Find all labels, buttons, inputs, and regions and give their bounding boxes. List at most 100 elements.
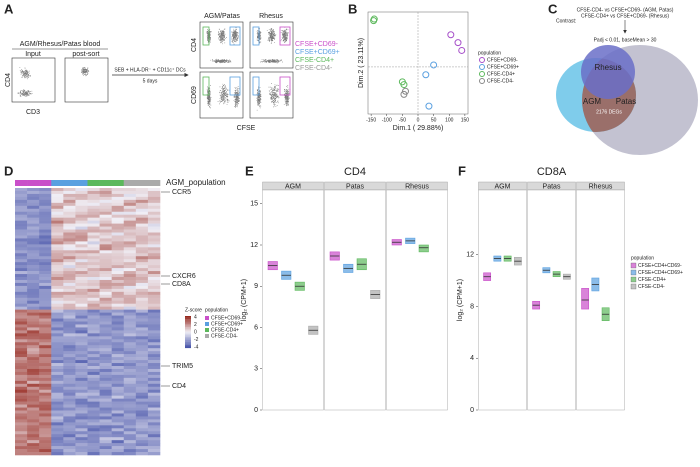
heat-cell	[39, 259, 52, 263]
heat-cell	[147, 196, 161, 201]
heat-cell	[123, 407, 137, 411]
heat-cell	[27, 339, 40, 343]
heat-cell	[15, 238, 28, 242]
heat-cell	[39, 220, 52, 224]
heat-cell	[111, 271, 125, 275]
label: Input	[25, 51, 41, 58]
heat-cell	[135, 407, 149, 411]
heat-cell	[15, 271, 28, 275]
axis-label: CD4	[5, 73, 12, 87]
heat-cell	[111, 389, 125, 393]
heat-cell	[39, 193, 52, 198]
heat-cell	[111, 324, 125, 328]
heat-cell	[123, 274, 137, 278]
heat-cell	[147, 449, 161, 453]
heat-cell	[75, 330, 88, 334]
heat-cell	[63, 208, 76, 213]
heat-cell	[87, 277, 100, 281]
heat-cell	[111, 449, 125, 453]
heat-cell	[147, 291, 161, 296]
colorbar	[185, 316, 191, 318]
heat-cell	[75, 211, 88, 215]
heat-cell	[51, 288, 64, 293]
heat-cell	[75, 282, 88, 287]
heat-cell	[39, 377, 52, 382]
heat-cell	[135, 431, 149, 435]
heat-cell	[39, 422, 52, 426]
heat-cell	[39, 291, 52, 296]
heat-cell	[39, 300, 52, 304]
heat-cell	[27, 226, 40, 230]
heat-cell	[87, 434, 100, 438]
heat-cell	[99, 241, 112, 245]
facet-label: AGM	[495, 183, 511, 190]
heat-cell	[63, 226, 76, 230]
heat-cell	[87, 342, 100, 346]
heat-cell	[27, 404, 40, 408]
heat-cell	[147, 392, 161, 396]
heat-cell	[147, 214, 161, 218]
heat-cell	[99, 339, 112, 343]
heat-cell	[123, 413, 137, 417]
heat-cell	[123, 345, 137, 349]
heat-cell	[63, 410, 76, 414]
heat-cell	[15, 425, 28, 429]
heat-cell	[63, 413, 76, 417]
legend-label: CFSE-CD4-	[211, 333, 238, 339]
heat-cell	[99, 446, 112, 450]
heat-cell	[75, 193, 88, 198]
heat-cell	[75, 303, 88, 307]
heat-cell	[39, 205, 52, 210]
heat-cell	[123, 386, 137, 391]
panel-letter: E	[245, 163, 254, 178]
heat-cell	[99, 208, 112, 213]
heat-cell	[27, 425, 40, 429]
legend-title: Z-score	[185, 307, 202, 313]
heat-cell	[75, 366, 88, 370]
colorbar-label: -4	[194, 344, 199, 350]
heat-cell	[75, 217, 88, 221]
heat-cell	[135, 449, 149, 453]
heat-cell	[135, 368, 149, 373]
heat-cell	[135, 229, 149, 233]
heat-cell	[27, 297, 40, 302]
heat-cell	[147, 256, 161, 260]
heat-cell	[27, 190, 40, 195]
heat-cell	[87, 196, 100, 201]
heat-cell	[51, 208, 64, 213]
heat-cell	[99, 294, 112, 299]
heat-cell	[123, 300, 137, 304]
heat-cell	[111, 318, 125, 322]
heat-cell	[111, 443, 125, 447]
heat-cell	[135, 434, 149, 438]
heat-cell	[39, 288, 52, 293]
heat-cell	[111, 223, 125, 227]
heat-cell	[99, 288, 112, 293]
heat-cell	[15, 196, 28, 201]
heat-cell	[39, 244, 52, 248]
heat-cell	[135, 279, 149, 284]
heat-cell	[87, 404, 100, 408]
heat-cell	[147, 208, 161, 213]
group-bar	[99, 180, 112, 186]
heat-cell	[87, 339, 100, 343]
heat-cell	[15, 220, 28, 224]
heat-cell	[27, 401, 40, 405]
heat-cell	[51, 217, 64, 221]
heat-cell	[111, 360, 125, 364]
heat-cell	[99, 268, 112, 272]
heat-cell	[123, 235, 137, 239]
heat-cell	[99, 247, 112, 251]
heat-cell	[75, 354, 88, 358]
legend-label: CFSE+CD69-	[295, 41, 339, 48]
heat-cell	[63, 282, 76, 287]
heat-cell	[39, 327, 52, 331]
heat-cell	[87, 383, 100, 388]
y-tick-label: 4	[470, 355, 474, 362]
heat-cell	[39, 315, 52, 319]
heat-cell	[15, 363, 28, 367]
heat-cell	[123, 336, 137, 340]
heat-cell	[51, 363, 64, 367]
heat-cell	[27, 416, 40, 420]
